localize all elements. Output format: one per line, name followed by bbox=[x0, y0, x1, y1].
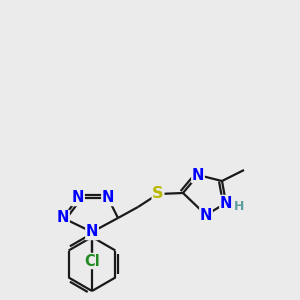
Text: S: S bbox=[152, 187, 164, 202]
Text: N: N bbox=[220, 196, 232, 211]
Text: N: N bbox=[102, 190, 114, 206]
Text: N: N bbox=[86, 224, 98, 239]
Text: H: H bbox=[234, 200, 244, 212]
Text: N: N bbox=[57, 211, 69, 226]
Text: N: N bbox=[200, 208, 212, 223]
Text: Cl: Cl bbox=[84, 254, 100, 268]
Text: N: N bbox=[72, 190, 84, 206]
Text: N: N bbox=[192, 167, 204, 182]
